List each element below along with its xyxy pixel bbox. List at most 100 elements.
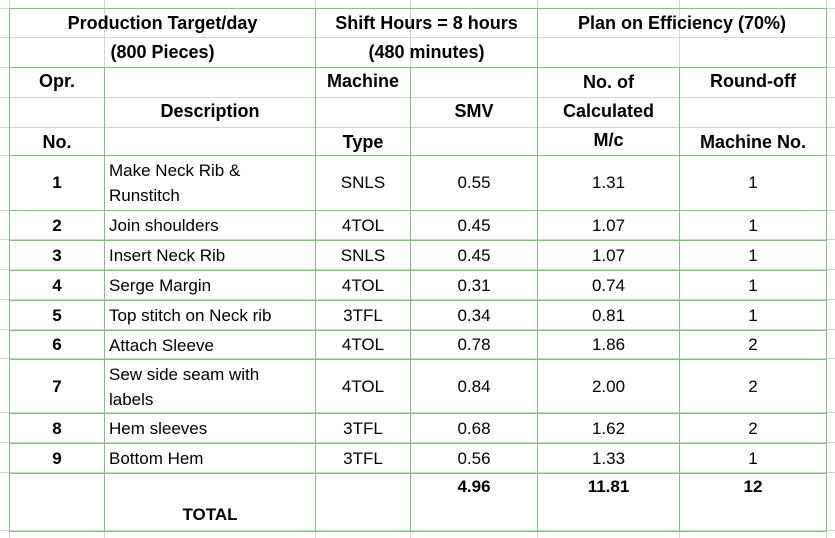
round-off-cell[interactable]: 1 bbox=[679, 270, 827, 301]
calculated-mc-cell[interactable]: 0.81 bbox=[537, 300, 680, 331]
table-row: 2 Join shoulders 4TOL 0.45 1.07 1 bbox=[9, 210, 827, 241]
smv-label: SMV bbox=[454, 101, 494, 121]
machine-type-header[interactable]: Machine Type bbox=[315, 67, 411, 156]
description-header[interactable]: Description bbox=[104, 67, 316, 156]
opr-no-cell[interactable]: 8 bbox=[9, 413, 105, 444]
opr-no-cell[interactable]: 6 bbox=[9, 330, 105, 360]
opr-no-cell[interactable]: 1 bbox=[9, 155, 105, 211]
total-calculated-mc[interactable]: 11.81 bbox=[537, 473, 680, 532]
table-row: 5 Top stitch on Neck rib 3TFL 0.34 0.81 … bbox=[9, 300, 827, 331]
no-of-label: No. of bbox=[583, 72, 634, 92]
calculated-mc-header[interactable]: No. of Calculated M/c bbox=[537, 67, 680, 156]
smv-cell[interactable]: 0.31 bbox=[410, 270, 538, 301]
smv-cell[interactable]: 0.84 bbox=[410, 359, 538, 414]
machine-type-cell[interactable]: 4TOL bbox=[315, 210, 411, 241]
total-smv[interactable]: 4.96 bbox=[410, 473, 538, 532]
table-row: 3 Insert Neck Rib SNLS 0.45 1.07 1 bbox=[9, 240, 827, 271]
table-row: 8 Hem sleeves 3TFL 0.68 1.62 2 bbox=[9, 413, 827, 444]
machine-type-cell[interactable]: SNLS bbox=[315, 155, 411, 211]
calculated-label: Calculated bbox=[562, 101, 655, 121]
shift-minutes-label: (480 minutes) bbox=[368, 42, 485, 62]
description-cell[interactable]: Top stitch on Neck rib bbox=[104, 300, 316, 331]
description-label: Description bbox=[160, 101, 260, 121]
machine-type-cell[interactable]: 4TOL bbox=[315, 359, 411, 414]
plan-efficiency-label: Plan on Efficiency (70%) bbox=[577, 13, 787, 33]
description-line: Sew side seam with bbox=[109, 364, 260, 384]
round-off-cell[interactable]: 2 bbox=[679, 330, 827, 360]
smv-cell[interactable]: 0.45 bbox=[410, 210, 538, 241]
table-row: 1 Make Neck Rib & Runstitch SNLS 0.55 1.… bbox=[9, 155, 827, 211]
smv-cell[interactable]: 0.34 bbox=[410, 300, 538, 331]
opr-no-cell[interactable]: 5 bbox=[9, 300, 105, 331]
total-round-off[interactable]: 12 bbox=[679, 473, 827, 532]
description-cell[interactable]: Sew side seam with labels bbox=[104, 359, 316, 414]
description-cell[interactable]: Insert Neck Rib bbox=[104, 240, 316, 271]
calculated-mc-cell[interactable]: 1.31 bbox=[537, 155, 680, 211]
calculated-mc-cell[interactable]: 1.07 bbox=[537, 240, 680, 271]
production-target-cell[interactable]: Production Target/day (800 Pieces) bbox=[9, 8, 316, 68]
calculated-mc-cell[interactable]: 1.86 bbox=[537, 330, 680, 360]
machine-type-cell[interactable]: 4TOL bbox=[315, 330, 411, 360]
machine-type-cell[interactable]: 3TFL bbox=[315, 443, 411, 474]
round-off-cell[interactable]: 2 bbox=[679, 413, 827, 444]
plan-efficiency-cell[interactable]: Plan on Efficiency (70%) bbox=[537, 8, 827, 68]
mc-label: M/c bbox=[593, 130, 624, 150]
machine-label: Machine bbox=[326, 70, 400, 91]
smv-cell[interactable]: 0.56 bbox=[410, 443, 538, 474]
round-off-cell[interactable]: 1 bbox=[679, 155, 827, 211]
total-label[interactable]: TOTAL bbox=[104, 473, 316, 532]
opr-no-header[interactable]: Opr. No. bbox=[9, 67, 105, 156]
machine-no-label: Machine No. bbox=[699, 131, 806, 152]
type-label: Type bbox=[342, 131, 384, 152]
calculated-mc-cell[interactable]: 1.07 bbox=[537, 210, 680, 241]
table-row: 6 Attach Sleeve 4TOL 0.78 1.86 2 bbox=[9, 330, 827, 360]
opr-no-cell[interactable]: 7 bbox=[9, 359, 105, 414]
no-label: No. bbox=[42, 131, 72, 152]
production-target-pieces: (800 Pieces) bbox=[110, 42, 215, 62]
description-cell[interactable]: Attach Sleeve bbox=[104, 330, 316, 360]
calculated-mc-cell[interactable]: 1.62 bbox=[537, 413, 680, 444]
description-cell[interactable]: Make Neck Rib & Runstitch bbox=[104, 155, 316, 211]
table-row: 4 Serge Margin 4TOL 0.31 0.74 1 bbox=[9, 270, 827, 301]
machine-type-cell[interactable]: 4TOL bbox=[315, 270, 411, 301]
total-empty-cell[interactable] bbox=[9, 473, 105, 532]
line-balancing-table: Production Target/day (800 Pieces) Shift… bbox=[9, 8, 827, 532]
description-cell[interactable]: Serge Margin bbox=[104, 270, 316, 301]
calculated-mc-cell[interactable]: 2.00 bbox=[537, 359, 680, 414]
description-line: labels bbox=[109, 389, 154, 409]
round-off-cell[interactable]: 2 bbox=[679, 359, 827, 414]
opr-no-cell[interactable]: 3 bbox=[9, 240, 105, 271]
total-row: TOTAL 4.96 11.81 12 bbox=[9, 473, 827, 532]
opr-no-cell[interactable]: 4 bbox=[9, 270, 105, 301]
description-line: Runstitch bbox=[109, 186, 180, 205]
shift-hours-cell[interactable]: Shift Hours = 8 hours (480 minutes) bbox=[315, 8, 538, 68]
shift-hours-label: Shift Hours = 8 hours bbox=[335, 13, 518, 33]
calculated-mc-cell[interactable]: 0.74 bbox=[537, 270, 680, 301]
smv-cell[interactable]: 0.68 bbox=[410, 413, 538, 444]
opr-no-cell[interactable]: 9 bbox=[9, 443, 105, 474]
smv-cell[interactable]: 0.55 bbox=[410, 155, 538, 211]
description-cell[interactable]: Join shoulders bbox=[104, 210, 316, 241]
smv-header[interactable]: SMV bbox=[410, 67, 538, 156]
calculated-mc-cell[interactable]: 1.33 bbox=[537, 443, 680, 474]
description-cell[interactable]: Bottom Hem bbox=[104, 443, 316, 474]
round-off-label: Round-off bbox=[710, 70, 796, 91]
round-off-cell[interactable]: 1 bbox=[679, 300, 827, 331]
table-row: 7 Sew side seam with labels 4TOL 0.84 2.… bbox=[9, 359, 827, 414]
description-cell[interactable]: Hem sleeves bbox=[104, 413, 316, 444]
production-target-label: Production Target/day bbox=[67, 13, 258, 33]
machine-type-cell[interactable]: SNLS bbox=[315, 240, 411, 271]
opr-label: Opr. bbox=[38, 70, 75, 91]
machine-type-cell[interactable]: 3TFL bbox=[315, 413, 411, 444]
machine-type-cell[interactable]: 3TFL bbox=[315, 300, 411, 331]
round-off-cell[interactable]: 1 bbox=[679, 240, 827, 271]
round-off-header[interactable]: Round-off Machine No. bbox=[679, 67, 827, 156]
round-off-cell[interactable]: 1 bbox=[679, 443, 827, 474]
smv-cell[interactable]: 0.45 bbox=[410, 240, 538, 271]
smv-cell[interactable]: 0.78 bbox=[410, 330, 538, 360]
total-empty-cell[interactable] bbox=[315, 473, 411, 532]
round-off-cell[interactable]: 1 bbox=[679, 210, 827, 241]
table-row: 9 Bottom Hem 3TFL 0.56 1.33 1 bbox=[9, 443, 827, 474]
opr-no-cell[interactable]: 2 bbox=[9, 210, 105, 241]
description-line: Make Neck Rib & bbox=[109, 161, 241, 180]
